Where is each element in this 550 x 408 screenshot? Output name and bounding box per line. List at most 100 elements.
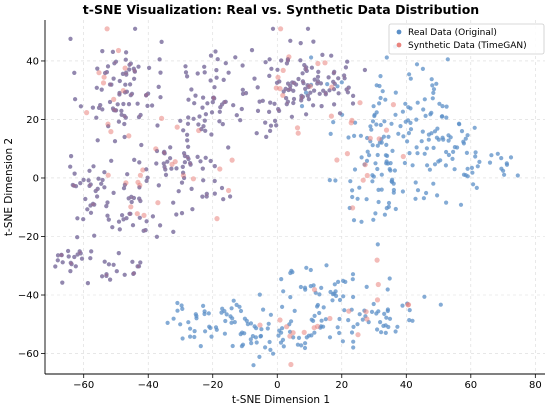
real-point-411 — [398, 124, 403, 129]
real-point-557 — [438, 158, 443, 163]
real-point-592 — [371, 217, 376, 222]
real-point-454 — [375, 152, 380, 158]
real-point-434 — [335, 84, 340, 89]
real-point-693 — [327, 335, 333, 340]
real-point-573 — [327, 178, 332, 183]
overlap-point-106 — [91, 164, 96, 169]
overlap-point-290 — [189, 87, 194, 92]
overlap-point-219 — [165, 159, 170, 164]
real-point-784 — [290, 270, 295, 275]
overlap-point-251 — [260, 98, 265, 103]
overlap-point-114 — [95, 194, 100, 199]
real-point-581 — [382, 212, 387, 217]
overlap-point-255 — [192, 101, 197, 106]
overlap-point-207 — [190, 207, 195, 212]
overlap-point-274 — [183, 64, 188, 69]
overlap-point-125 — [158, 223, 163, 228]
real-point-511 — [427, 167, 432, 172]
real-point-712 — [340, 339, 345, 344]
overlap-point-277 — [226, 70, 231, 75]
synthetic-point-37 — [322, 60, 328, 66]
real-point-759 — [378, 320, 383, 325]
overlap-point-33 — [122, 134, 127, 140]
overlap-point-316 — [255, 85, 260, 90]
overlap-point-155 — [88, 256, 93, 261]
overlap-point-128 — [129, 199, 134, 205]
overlap-point-6 — [95, 66, 100, 71]
real-point-649 — [223, 318, 228, 324]
overlap-point-34 — [111, 76, 116, 81]
overlap-point-194 — [203, 155, 208, 160]
real-point-425 — [328, 131, 333, 136]
real-point-463 — [437, 101, 442, 106]
real-point-481 — [423, 113, 428, 118]
overlap-point-103 — [88, 182, 93, 187]
real-point-526 — [451, 149, 456, 154]
real-point-405 — [384, 142, 389, 147]
overlap-point-312 — [317, 91, 322, 96]
overlap-point-397 — [300, 94, 305, 99]
real-point-676 — [321, 305, 326, 310]
real-point-701 — [288, 295, 293, 300]
real-point-514 — [432, 129, 438, 134]
real-point-402 — [309, 55, 314, 60]
overlap-point-89 — [81, 177, 86, 182]
real-point-518 — [458, 202, 464, 207]
real-point-595 — [391, 181, 396, 186]
overlap-point-124 — [138, 198, 143, 204]
real-point-786 — [302, 285, 308, 290]
overlap-point-323 — [321, 88, 326, 93]
real-point-703 — [304, 335, 309, 340]
overlap-point-311 — [276, 107, 281, 112]
real-point-766 — [349, 330, 355, 335]
overlap-point-107 — [102, 170, 107, 175]
real-point-432 — [378, 95, 383, 101]
overlap-point-192 — [189, 186, 194, 191]
overlap-point-369 — [332, 102, 337, 107]
overlap-point-141 — [53, 264, 58, 269]
overlap-point-278 — [203, 128, 208, 133]
synthetic-point-2 — [122, 65, 128, 71]
overlap-point-92 — [86, 178, 91, 183]
overlap-point-259 — [274, 123, 279, 128]
overlap-point-343 — [254, 131, 259, 136]
overlap-point-270 — [195, 71, 200, 76]
y-tick-label-4: 20 — [26, 115, 39, 126]
overlap-point-344 — [273, 118, 278, 123]
overlap-point-60 — [103, 70, 108, 76]
real-point-681 — [289, 319, 294, 324]
real-point-777 — [330, 298, 335, 303]
overlap-point-85 — [99, 181, 104, 186]
overlap-point-201 — [154, 161, 159, 166]
overlap-point-221 — [186, 144, 191, 149]
legend-marker-synthetic — [396, 42, 402, 48]
real-point-654 — [193, 312, 198, 317]
real-point-470 — [422, 151, 427, 156]
real-point-593 — [350, 194, 355, 200]
real-point-441 — [377, 101, 382, 106]
overlap-point-286 — [243, 91, 249, 96]
overlap-point-74 — [150, 103, 155, 108]
overlap-point-246 — [161, 150, 166, 155]
real-point-755 — [386, 324, 391, 330]
synthetic-point-66 — [284, 324, 290, 330]
synthetic-point-65 — [257, 322, 263, 328]
overlap-point-320 — [309, 65, 314, 70]
synthetic-point-24 — [174, 124, 180, 130]
overlap-point-158 — [79, 256, 85, 261]
real-point-551 — [444, 200, 449, 205]
real-point-752 — [385, 287, 390, 292]
overlap-point-268 — [193, 93, 198, 98]
overlap-point-301 — [211, 95, 216, 100]
real-point-598 — [435, 193, 440, 198]
overlap-point-324 — [268, 100, 273, 105]
overlap-point-39 — [135, 101, 140, 106]
overlap-point-391 — [336, 91, 341, 96]
overlap-point-341 — [291, 100, 296, 106]
synthetic-point-77 — [346, 308, 352, 314]
overlap-point-83 — [83, 196, 88, 202]
real-point-609 — [180, 306, 185, 311]
overlap-point-95 — [75, 216, 80, 221]
real-point-538 — [446, 152, 451, 158]
synthetic-point-25 — [169, 161, 175, 167]
